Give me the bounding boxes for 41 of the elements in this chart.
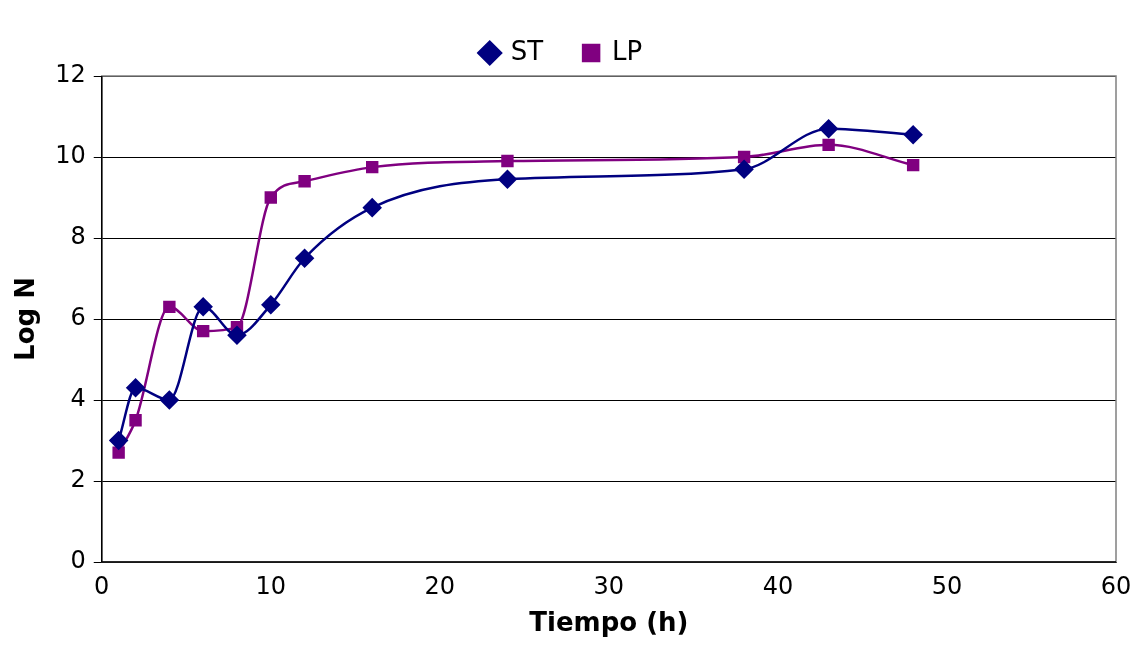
point (196, 324, 210, 338)
point (109, 431, 128, 450)
point (227, 325, 247, 345)
point (163, 300, 176, 314)
point (264, 191, 277, 204)
y-tick-label: 6 (70, 303, 86, 332)
point (362, 198, 382, 217)
x-tick-label: 20 (424, 571, 456, 600)
x-tick-label: 40 (762, 571, 794, 600)
y-tick-label: 2 (70, 465, 86, 494)
point (822, 138, 835, 152)
point (906, 158, 920, 172)
point (903, 125, 923, 144)
point (112, 446, 125, 459)
point (819, 119, 838, 138)
point (498, 170, 517, 189)
point (261, 295, 281, 315)
point (126, 378, 145, 398)
x-tick-label: 30 (593, 571, 625, 600)
point (160, 390, 179, 410)
point (366, 160, 379, 174)
x-tick-label: 60 (1100, 571, 1132, 600)
y-tick-label: 0 (70, 546, 86, 575)
y-axis-title: Log N (10, 277, 41, 361)
x-axis-title: Tiempo (h) (529, 607, 689, 638)
point (129, 414, 142, 427)
x-tick-label: 50 (931, 571, 963, 600)
point (737, 150, 751, 164)
legend-label: LP (612, 35, 643, 66)
point (298, 175, 311, 188)
y-tick-label: 12 (55, 60, 86, 89)
point (501, 154, 514, 168)
x-tick-label: 10 (255, 571, 287, 600)
x-tick-label: 0 (94, 571, 110, 600)
y-tick-label: 4 (70, 384, 86, 413)
y-tick-label: 10 (55, 141, 86, 170)
point (193, 297, 213, 317)
point (734, 159, 754, 179)
legend-label: ST (510, 35, 544, 66)
y-tick-label: 8 (70, 222, 86, 251)
point (295, 249, 314, 268)
